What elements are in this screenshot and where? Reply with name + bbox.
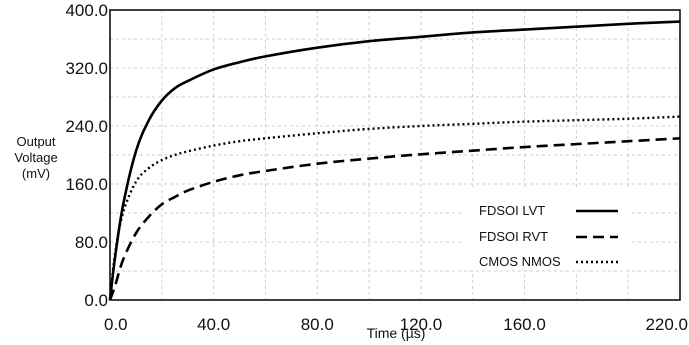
y-axis-label-line-2: Voltage xyxy=(14,150,57,165)
legend-label-fdsoi-rvt: FDSOI RVT xyxy=(479,229,548,244)
tick-labels: 0.0 80.0 160.0 240.0 320.0 400.0 0.0 40.0 80.0 12… xyxy=(65,1,688,334)
x-tick-label: 160.0 xyxy=(503,315,546,334)
y-axis-label-line-1: Output xyxy=(16,134,55,149)
x-tick-label: 40.0 xyxy=(197,315,230,334)
x-tick-label: 0.0 xyxy=(104,315,128,334)
y-tick-label: 160.0 xyxy=(65,175,108,194)
y-tick-label: 240.0 xyxy=(65,117,108,136)
series-line-cmos-nmos xyxy=(108,115,681,301)
y-tick-label: 80.0 xyxy=(75,233,108,252)
series-line-fdsoi-lvt xyxy=(108,20,681,301)
x-tick-label: 220.0 xyxy=(645,315,688,334)
legend-box xyxy=(462,190,632,270)
x-axis-label: Time (µs) xyxy=(367,325,426,341)
legend-label-fdsoi-lvt: FDSOI LVT xyxy=(479,203,545,218)
y-tick-label: 320.0 xyxy=(65,59,108,78)
x-tick-label: 80.0 xyxy=(301,315,334,334)
y-tick-label: 400.0 xyxy=(65,1,108,20)
x-tick-label: 120.0 xyxy=(400,315,443,334)
y-axis-label-line-3: (mV) xyxy=(22,166,50,181)
plot-frame xyxy=(109,9,681,301)
legend-label-cmos-nmos: CMOS NMOS xyxy=(479,254,561,269)
legend: FDSOI LVT FDSOI RVT CMOS NMOS xyxy=(462,190,632,270)
series-layer xyxy=(108,20,681,301)
y-tick-label: 0.0 xyxy=(84,291,108,310)
series-line-fdsoi-rvt xyxy=(108,137,681,301)
